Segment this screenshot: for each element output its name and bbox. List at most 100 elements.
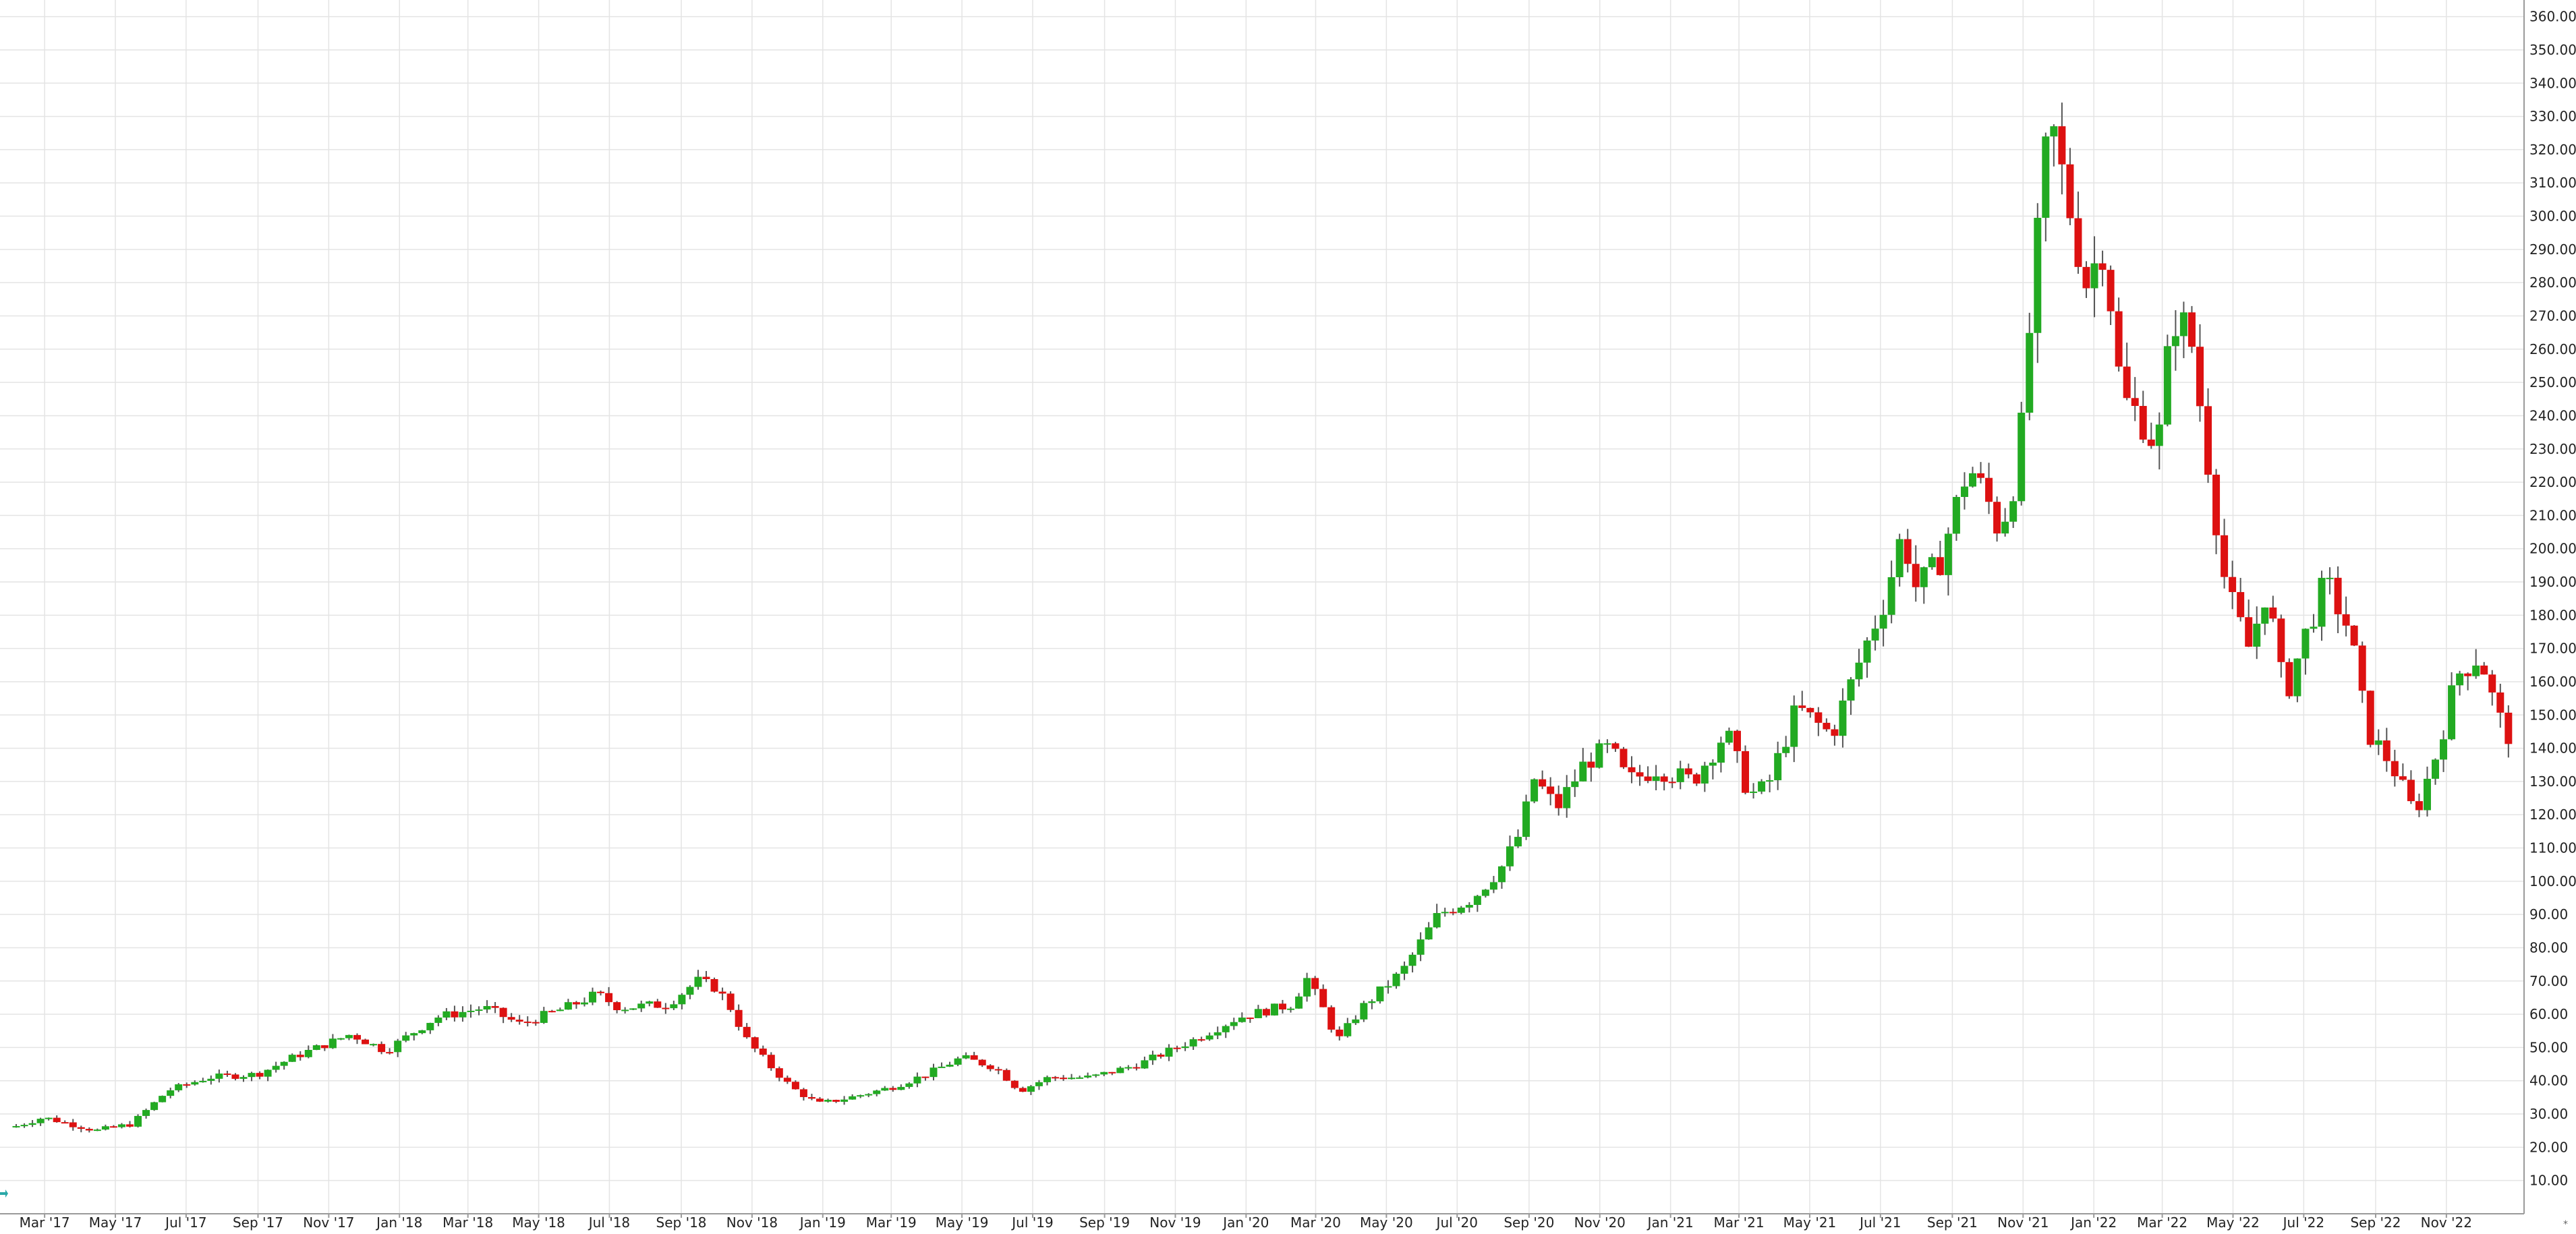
y-tick-label: 270.00 [2529, 307, 2576, 324]
x-tick-label: Jul '19 [1010, 1214, 1053, 1231]
candle-body-up [1774, 753, 1782, 781]
candle-body-up [1530, 779, 1539, 802]
x-tick-label: Jan '21 [1647, 1214, 1694, 1231]
y-tick-label: 290.00 [2529, 241, 2576, 258]
candle-body-down [362, 1039, 370, 1045]
candle-body-up [1506, 846, 1514, 866]
candle-body-down [1628, 767, 1636, 773]
candle-body-down [2358, 645, 2366, 691]
y-tick-label: 360.00 [2529, 9, 2576, 25]
corner-mark: * [2563, 1219, 2568, 1230]
candle-body-up [1725, 730, 1733, 743]
candle-body-down [2415, 801, 2423, 811]
candle-body-down [1912, 564, 1920, 587]
y-tick-label: 10.00 [2529, 1173, 2568, 1189]
candle-body-up [629, 1008, 637, 1010]
candle-body-up [2034, 218, 2042, 333]
candle-body-down [2196, 347, 2204, 407]
y-tick-label: 310.00 [2529, 175, 2576, 191]
candle-body-down [726, 993, 735, 1010]
candle-body-up [459, 1011, 467, 1018]
candle-body-down [2147, 439, 2155, 446]
candle-body-down [2221, 535, 2229, 577]
candle-body-down [1806, 707, 1814, 713]
x-tick-label: May '19 [936, 1214, 989, 1231]
y-tick-label: 300.00 [2529, 208, 2576, 225]
y-tick-label: 180.00 [2529, 607, 2576, 623]
candle-body-up [929, 1067, 938, 1078]
candle-body-up [1579, 761, 1587, 782]
candle-body-up [873, 1090, 881, 1094]
candle-body-down [2123, 366, 2131, 399]
candle-body-up [540, 1011, 548, 1023]
candle-body-up [1871, 628, 1879, 641]
candle-body-down [2334, 577, 2342, 614]
candle-layer [12, 102, 2513, 1133]
candle-body-up [20, 1125, 28, 1127]
y-tick-label: 120.00 [2529, 806, 2576, 823]
candle-body-up [1213, 1032, 1222, 1036]
candle-body-up [1766, 780, 1774, 782]
y-tick-label: 110.00 [2529, 840, 2576, 856]
x-tick-label: Nov '19 [1149, 1214, 1201, 1231]
candle-body-up [1181, 1046, 1189, 1049]
x-tick-label: Jul '21 [1858, 1214, 1901, 1231]
candle-body-up [2163, 346, 2171, 425]
x-tick-label: Jul '17 [164, 1214, 206, 1231]
x-tick-label: Nov '17 [303, 1214, 354, 1231]
candle-body-down [515, 1020, 523, 1022]
candle-body-down [353, 1034, 361, 1040]
candle-body-up [1960, 486, 1968, 497]
candle-body-down [597, 991, 605, 993]
candle-body-down [2505, 712, 2513, 744]
candle-body-down [1611, 743, 1620, 749]
candle-body-up [1149, 1054, 1157, 1061]
candle-body-up [167, 1090, 175, 1096]
y-tick-label: 160.00 [2529, 674, 2576, 690]
candle-body-up [881, 1088, 889, 1091]
candle-body-up [1360, 1003, 1368, 1020]
candle-body-up [1425, 927, 1433, 940]
candle-body-up [938, 1066, 946, 1068]
candle-body-up [159, 1096, 167, 1103]
candle-body-up [1603, 743, 1611, 745]
candle-body-down [1449, 912, 1457, 914]
x-tick-label: Jan '18 [375, 1214, 422, 1231]
candle-body-down [1798, 705, 1806, 708]
candle-body-up [207, 1078, 215, 1081]
candle-body-down [2107, 270, 2115, 312]
crosshair-handle-icon[interactable] [0, 1187, 8, 1200]
y-tick-label: 90.00 [2529, 906, 2568, 922]
candle-body-down [109, 1126, 117, 1128]
candle-body-up [1782, 746, 1790, 753]
candle-body-down [816, 1098, 824, 1102]
candle-body-up [1384, 986, 1392, 988]
candle-body-down [751, 1037, 759, 1049]
candle-body-up [199, 1080, 207, 1082]
candle-body-up [1465, 904, 1473, 908]
candle-body-down [759, 1049, 767, 1055]
candle-body-down [296, 1055, 304, 1057]
candle-body-up [2261, 607, 2269, 624]
candle-body-up [442, 1011, 451, 1018]
candle-body-up [2009, 501, 2017, 522]
candle-body-down [378, 1044, 386, 1053]
candle-body-up [248, 1073, 256, 1078]
candle-body-down [1668, 782, 1676, 784]
y-tick-label: 260.00 [2529, 341, 2576, 357]
y-tick-label: 70.00 [2529, 973, 2568, 989]
candle-body-up [312, 1045, 320, 1051]
candle-body-up [1368, 1001, 1376, 1003]
candle-body-up [1238, 1018, 1246, 1022]
candle-body-up [1416, 939, 1425, 955]
candle-body-up [142, 1110, 150, 1116]
candle-body-down [654, 1001, 662, 1008]
candle-body-up [946, 1064, 954, 1067]
candle-body-down [1644, 776, 1652, 782]
candle-body-up [1100, 1071, 1108, 1075]
x-tick-label: Sep '21 [1927, 1214, 1978, 1231]
candle-body-down [2082, 266, 2090, 289]
candle-body-up [1376, 986, 1384, 1001]
candle-body-up [1433, 913, 1441, 928]
candle-body-up [1847, 679, 1855, 701]
